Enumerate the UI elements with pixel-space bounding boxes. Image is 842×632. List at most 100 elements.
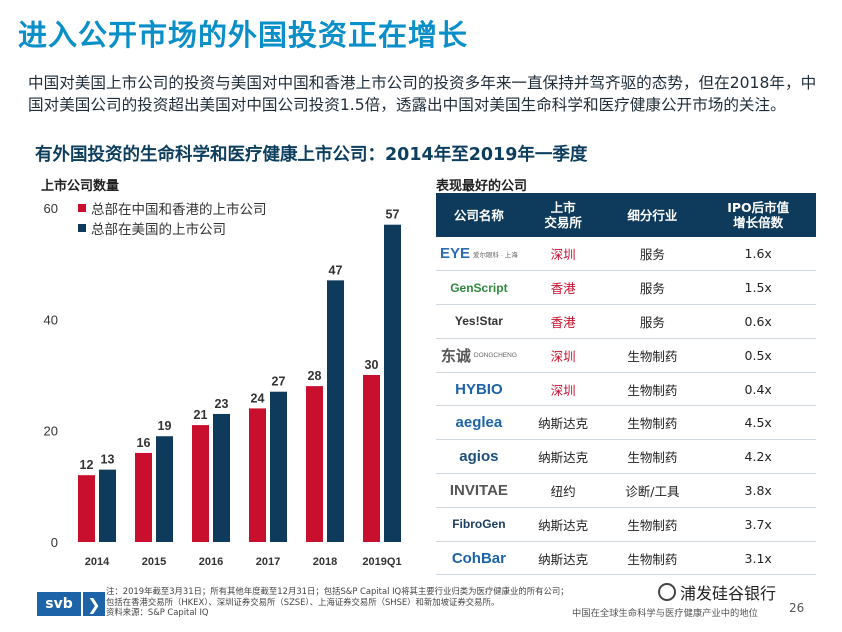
cell-sector: 生物制药: [604, 439, 701, 475]
company-logo-text: CohBar: [451, 549, 506, 567]
svb-logo-text: svb: [37, 592, 81, 616]
company-logo: Yes!Star: [440, 307, 518, 335]
company-logo-subtext: 爱尔眼科 · 上海: [473, 251, 518, 259]
cell-growth: 0.5x: [700, 338, 816, 373]
company-logo: INVITAE: [440, 476, 518, 504]
x-tick-label: 2018: [313, 556, 337, 568]
cell-sector: 服务: [604, 304, 701, 339]
bar-value-label: 30: [365, 358, 379, 372]
bar-value-label: 13: [101, 453, 115, 467]
y-tick-label: 40: [44, 312, 58, 327]
bar-us: [213, 413, 230, 542]
cell-exchange: 香港: [521, 304, 605, 339]
col-header-growth-text: IPO后市值 增长倍数: [727, 200, 790, 230]
col-header-company: 公司名称: [436, 193, 522, 237]
table-row: aeglea 纳斯达克 生物制药 4.5x: [436, 405, 816, 441]
bar-value-label: 19: [158, 419, 172, 433]
bar-value-label: 16: [137, 436, 151, 450]
bar-value-label: 21: [194, 408, 208, 422]
col-header-growth: IPO后市值 增长倍数: [700, 193, 816, 237]
company-logo: GenScript: [440, 274, 518, 302]
bar-us: [327, 280, 344, 542]
company-logo-cell: Yes!Star: [436, 304, 522, 339]
cell-sector: 生物制药: [604, 541, 701, 576]
x-tick-label: 2016: [199, 556, 223, 568]
bar-us: [156, 436, 173, 542]
company-logo-text: GenScript: [450, 280, 508, 295]
page-number: 26: [789, 601, 805, 615]
y-tick-label: 60: [44, 201, 58, 216]
table-row: CohBar 纳斯达克 生物制药 3.1x: [436, 541, 816, 576]
company-logo: CohBar: [440, 544, 518, 572]
company-logo-text: FibroGen: [452, 517, 506, 532]
company-logo-subtext: DONGCHENG: [473, 351, 517, 359]
bar-china: [363, 375, 380, 542]
company-logo: 东诚 DONGCHENG: [440, 341, 518, 369]
company-logo-cell: HYBIO: [436, 372, 522, 407]
bar-us: [270, 391, 287, 542]
chart-legend: 总部在中国和香港的上市公司 总部在美国的上市公司: [78, 198, 267, 238]
cell-exchange: 深圳: [521, 338, 605, 373]
cell-exchange: 深圳: [521, 372, 605, 407]
company-logo-cell: INVITAE: [436, 473, 522, 508]
cell-exchange: 纳斯达克: [521, 405, 605, 441]
table-header-row: 公司名称 上市 交易所 细分行业 IPO后市值 增长倍数: [436, 193, 816, 237]
company-logo-cell: FibroGen: [436, 507, 522, 542]
table-row: FibroGen 纳斯达克 生物制药 3.7x: [436, 507, 816, 542]
table-row: HYBIO 深圳 生物制药 0.4x: [436, 372, 816, 407]
x-tick-label: 2017: [256, 556, 280, 568]
x-tick-label: 2019Q1: [362, 556, 401, 568]
bar-china: [249, 408, 266, 542]
bar-value-label: 47: [329, 263, 343, 277]
x-tick-label: 2014: [85, 556, 110, 568]
cell-sector: 生物制药: [604, 405, 701, 441]
company-logo-text: agios: [459, 448, 499, 466]
slide-title: 进入公开市场的外国投资正在增长: [18, 18, 469, 52]
table-row: Yes!Star 香港 服务 0.6x: [436, 304, 816, 339]
y-tick-label: 0: [51, 535, 58, 550]
table-row: EYE 爱尔眼科 · 上海 深圳 服务 1.6x: [436, 237, 816, 272]
y-tick-label: 20: [44, 424, 58, 439]
bar-value-label: 57: [386, 208, 400, 222]
table-row: agios 纳斯达克 生物制药 4.2x: [436, 439, 816, 475]
section-subheading: 有外国投资的生命科学和医疗健康上市公司：2014年至2019年一季度: [35, 145, 588, 165]
company-logo-cell: aeglea: [436, 405, 522, 441]
bar-value-label: 27: [272, 375, 286, 389]
company-logo-cell: GenScript: [436, 270, 522, 306]
cell-growth: 1.6x: [700, 237, 816, 272]
footer-caption: 中国在全球生命科学与医疗健康产业中的地位: [572, 608, 758, 619]
x-tick-label: 2015: [142, 556, 166, 568]
bar-china: [192, 425, 209, 542]
company-logo-cell: EYE 爱尔眼科 · 上海: [436, 237, 522, 272]
company-logo: FibroGen: [440, 510, 518, 538]
company-logo-text: Yes!Star: [454, 314, 503, 329]
table-body: EYE 爱尔眼科 · 上海 深圳 服务 1.6x GenScript 香港 服务 1.5x Yes…: [436, 237, 816, 576]
top-companies-table: 公司名称 上市 交易所 细分行业 IPO后市值 增长倍数 EYE 爱尔眼科 · 上…: [436, 193, 816, 576]
chevron-right-icon: ❯: [83, 592, 105, 616]
cell-sector: 生物制药: [604, 338, 701, 373]
cell-sector: 生物制药: [604, 507, 701, 542]
footnote: 注：2019年截至3月31日；所有其他年度截至12月31日；包括S&P Capi…: [106, 586, 576, 618]
bar-value-label: 24: [251, 391, 265, 405]
cell-exchange: 纽约: [521, 473, 605, 508]
bar-china: [78, 475, 95, 542]
bar-value-label: 23: [215, 397, 229, 411]
company-logo-text: 东诚: [440, 347, 471, 365]
cell-sector: 诊断/工具: [604, 473, 701, 508]
cell-exchange: 纳斯达克: [521, 439, 605, 475]
wechat-watermark: 浦发硅谷银行: [658, 580, 776, 604]
cell-growth: 4.2x: [700, 439, 816, 475]
cell-growth: 0.6x: [700, 304, 816, 339]
col-header-sector: 细分行业: [604, 193, 701, 237]
footnote-note: 注：2019年截至3月31日；所有其他年度截至12月31日；包括S&P Capi…: [106, 586, 569, 607]
company-logo: agios: [440, 443, 518, 471]
wechat-icon: [658, 583, 676, 601]
cell-exchange: 纳斯达克: [521, 541, 605, 576]
legend-item-china: 总部在中国和香港的上市公司: [78, 198, 267, 218]
cell-sector: 生物制药: [604, 372, 701, 407]
company-logo-text: INVITAE: [449, 481, 508, 499]
cell-growth: 1.5x: [700, 270, 816, 306]
table-row: GenScript 香港 服务 1.5x: [436, 270, 816, 306]
legend-label-china: 总部在中国和香港的上市公司: [91, 202, 267, 218]
company-logo: EYE 爱尔眼科 · 上海: [440, 240, 518, 268]
